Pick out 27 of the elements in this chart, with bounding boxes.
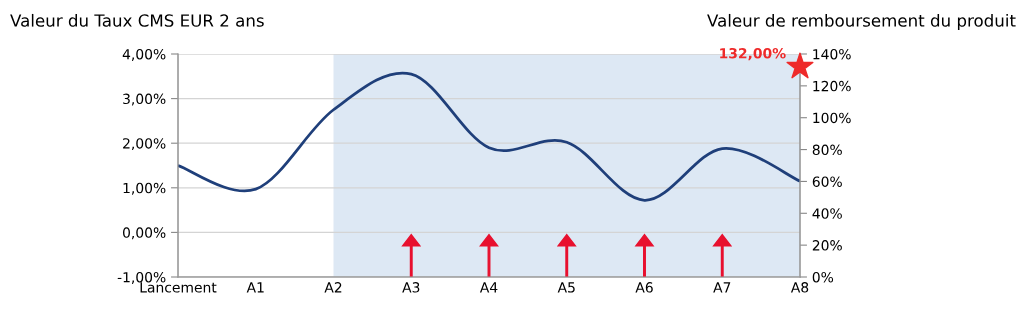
y2-tick-label: 140% [813, 48, 851, 60]
y2-axis-title: Valeur de remboursement du produit [707, 13, 1016, 31]
y-axis-title: Valeur du Taux CMS EUR 2 ans [10, 13, 264, 27]
y-tick-label: 0,00% [122, 227, 166, 240]
y2-tick-label: 80% [812, 144, 842, 156]
y2-tick-label: 0% [812, 271, 834, 283]
y-tick-label: 2,00% [123, 138, 166, 151]
data-label: 132,00% [720, 47, 786, 61]
y2-tick-label: 100% [813, 112, 851, 124]
line-series [178, 71, 800, 202]
y2-tick-label: 40% [812, 208, 842, 219]
y-tick-label: 1,00% [123, 182, 166, 195]
x-tick-label: A6 [635, 282, 653, 293]
x-tick-label: A3 [402, 282, 420, 293]
x-tick-label: Lancement [140, 282, 217, 293]
y2-tick-label: 20% [812, 240, 842, 251]
x-tick-label: A8 [790, 282, 809, 293]
y2-tick-label: 120% [813, 80, 851, 92]
x-tick-label: A5 [557, 282, 575, 293]
x-tick-label: A1 [246, 282, 264, 293]
y-tick-label: 4,00% [122, 48, 166, 61]
y-tick-label: -1,00% [117, 271, 166, 284]
x-tick-label: A2 [324, 282, 342, 293]
y2-tick-label: 60% [812, 176, 842, 187]
x-tick-label: A7 [713, 282, 731, 293]
y-tick-label: 3,00% [123, 93, 166, 106]
x-tick-label: A4 [479, 282, 498, 293]
